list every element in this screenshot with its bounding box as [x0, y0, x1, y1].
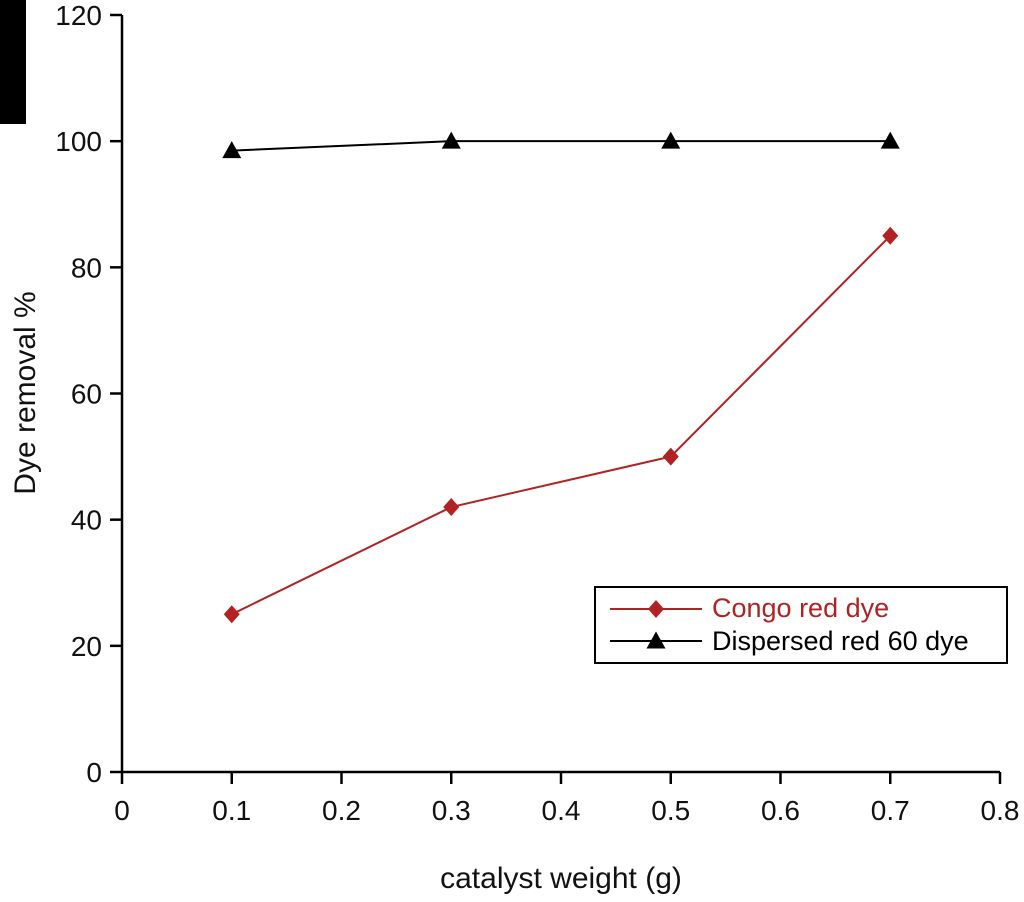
x-tick-label: 0.8	[981, 795, 1020, 826]
diamond-marker-icon	[443, 498, 460, 517]
y-tick-label: 120	[55, 0, 102, 31]
triangle-marker-icon	[610, 631, 702, 649]
triangle-marker-icon	[222, 141, 242, 159]
x-tick-label: 0.3	[432, 795, 471, 826]
x-tick-label: 0	[114, 795, 130, 826]
triangle-marker-icon	[441, 131, 461, 149]
x-tick-label: 0.1	[212, 795, 251, 826]
legend-label: Congo red dye	[712, 593, 890, 624]
legend-item-dispersed-red-60-dye: Dispersed red 60 dye	[608, 625, 1000, 656]
legend-label: Dispersed red 60 dye	[712, 625, 969, 656]
diamond-marker-icon	[648, 599, 664, 618]
diamond-marker-icon	[223, 605, 240, 624]
y-tick-label: 20	[71, 631, 102, 662]
triangle-marker-icon	[646, 631, 666, 649]
legend-item-congo-red-dye: Congo red dye	[608, 595, 1000, 622]
triangle-marker-icon	[880, 131, 900, 149]
diamond-marker-icon	[610, 599, 702, 618]
series-line-0	[231, 235, 891, 616]
y-tick-label: 0	[86, 757, 102, 788]
x-tick-label: 0.6	[761, 795, 800, 826]
diamond-marker-icon	[662, 447, 679, 466]
x-tick-label: 0.7	[871, 795, 910, 826]
x-axis-title: catalyst weight (g)	[440, 862, 682, 895]
y-axis-title: Dye removal %	[9, 291, 42, 495]
triangle-marker-icon	[661, 131, 681, 149]
x-tick-label: 0.4	[542, 795, 581, 826]
y-tick-label: 60	[71, 379, 102, 410]
x-tick-label: 0.5	[651, 795, 690, 826]
scan-artifact-bar	[0, 0, 26, 124]
series-line-1	[231, 140, 891, 152]
y-tick-label: 40	[71, 505, 102, 536]
x-tick-label: 0.2	[322, 795, 361, 826]
legend: Congo red dye Dispersed red 60 dye	[594, 586, 1008, 664]
diamond-marker-icon	[882, 226, 899, 245]
y-tick-label: 80	[71, 252, 102, 283]
y-tick-label: 100	[55, 126, 102, 157]
